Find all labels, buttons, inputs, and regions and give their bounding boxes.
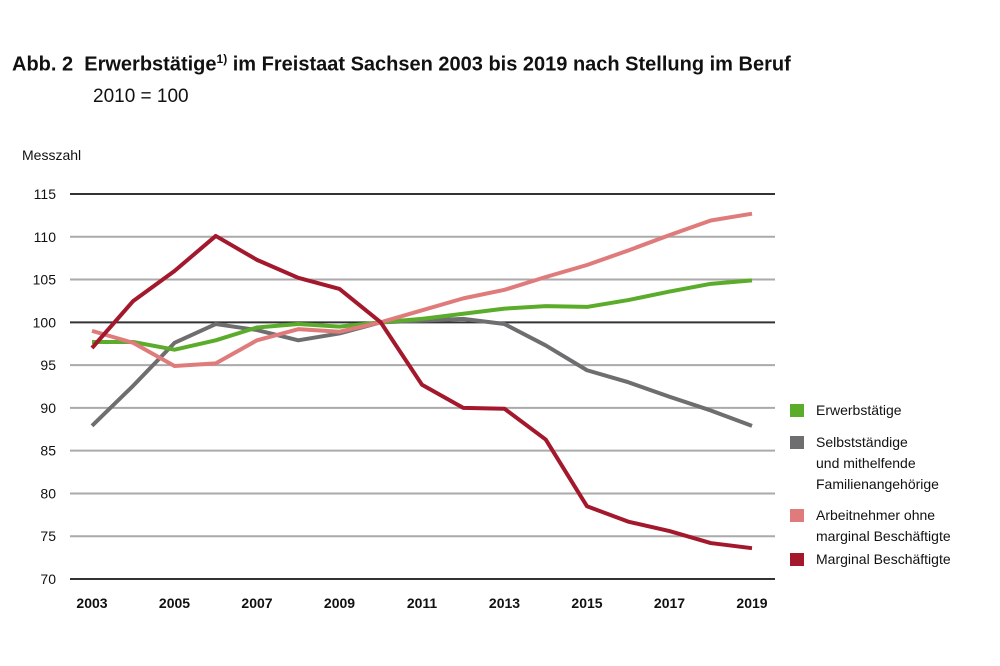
series-line-1 [92,278,753,352]
legend-label-4: Marginal Beschäftigte [816,551,951,567]
x-tick-label: 2011 [407,595,438,611]
y-tick-label: 115 [34,186,57,202]
y-tick-label: 110 [34,229,57,245]
y-tick-label: 70 [40,571,56,587]
legend-label-3: Arbeitnehmer ohne [816,507,935,523]
y-tick-label: 100 [33,314,57,330]
chart-subtitle: 2010 = 100 [93,86,189,107]
y-tick-label: 85 [40,443,56,459]
y-tick-label: 80 [40,485,56,501]
series-line-3 [91,211,753,368]
legend-label-2: Familienangehörige [816,476,939,492]
legend-swatch-1 [790,404,804,417]
legend-label-2: und mithelfende [816,455,916,471]
legend-swatch-2 [790,436,804,449]
legend-swatch-4 [790,553,804,566]
chart-title: Abb. 2 Erwerbstätige1) im Freistaat Sach… [12,52,791,76]
x-tick-label: 2013 [489,595,520,611]
y-tick-label: 105 [33,272,57,288]
y-axis-label: Messzahl [22,147,81,163]
series-line-2 [90,316,753,428]
x-tick-label: 2003 [76,595,107,611]
legend-label-3: marginal Beschäftigte [816,528,951,544]
x-tick-label: 2005 [159,595,190,611]
y-tick-label: 75 [40,528,56,544]
x-tick-label: 2015 [571,595,602,611]
x-tick-label: 2017 [654,595,685,611]
y-tick-label: 95 [40,357,56,373]
x-tick-label: 2019 [736,595,767,611]
x-tick-label: 2009 [324,595,355,611]
legend-label-1: Erwerbstätige [816,402,902,418]
x-tick-label: 2007 [241,595,272,611]
y-tick-label: 90 [40,400,56,416]
legend-swatch-3 [790,509,804,522]
legend-label-2: Selbstständige [816,434,908,450]
footnote-mark: 1) [216,52,228,66]
series-line-4 [90,233,753,551]
